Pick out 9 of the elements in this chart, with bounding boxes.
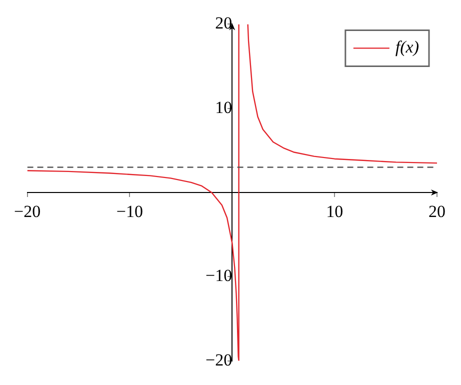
y-tick-label: 20 [215, 14, 232, 33]
legend-label: f(x) [395, 38, 420, 57]
x-tick-label: 10 [326, 202, 344, 222]
x-tick-label: −10 [116, 202, 144, 222]
y-tick-label: −10 [206, 266, 232, 286]
x-tick-label: 20 [428, 202, 446, 222]
y-tick-label: −20 [206, 350, 232, 370]
y-tick-label: 10 [215, 98, 232, 117]
x-tick-label: −20 [14, 202, 41, 222]
